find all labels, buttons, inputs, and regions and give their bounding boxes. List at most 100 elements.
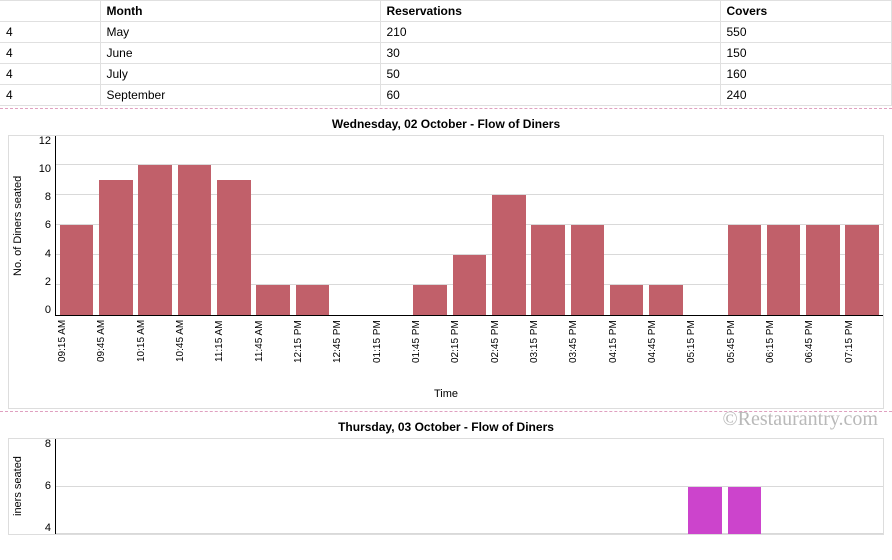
cell-covers: 160 [720, 64, 892, 85]
bar-slot [844, 225, 881, 315]
y-tick: 4 [45, 249, 51, 260]
y-tick: 6 [45, 220, 51, 231]
table-row: 4June30150 [0, 43, 892, 64]
bar-slot [254, 285, 291, 315]
x-tick: 09:45 AM [96, 320, 133, 382]
x-tick: 02:15 PM [450, 320, 487, 382]
x-tick: 03:15 PM [529, 320, 566, 382]
cell-month: July [100, 64, 380, 85]
x-tick: 12:15 PM [293, 320, 330, 382]
bar [728, 225, 762, 315]
x-axis-label: Time [9, 382, 883, 408]
bar [256, 285, 290, 315]
bar [453, 255, 487, 315]
bar-slot [726, 487, 763, 535]
bar [492, 195, 526, 315]
x-tick: 04:15 PM [608, 320, 645, 382]
x-axis-ticks: 09:15 AM09:45 AM10:15 AM10:45 AM11:15 AM… [55, 316, 883, 382]
table-stub-header [0, 1, 100, 22]
col-header-covers: Covers [720, 1, 892, 22]
y-tick: 0 [45, 305, 51, 316]
cell-covers: 240 [720, 85, 892, 106]
bar [728, 487, 762, 535]
x-tick: 10:45 AM [175, 320, 212, 382]
bar [178, 165, 212, 315]
cell-month: September [100, 85, 380, 106]
y-tick: 12 [39, 136, 51, 147]
bar-slot [765, 225, 802, 315]
y-axis-ticks: 12 10 8 6 4 2 0 [27, 136, 55, 316]
bar [531, 225, 565, 315]
row-stub: 4 [0, 64, 100, 85]
y-tick: 2 [45, 277, 51, 288]
bar [845, 225, 879, 315]
bar-slot [176, 165, 213, 315]
x-tick: 11:15 AM [214, 320, 251, 382]
bar-slot [58, 225, 95, 315]
plot-area [55, 439, 883, 534]
col-header-month: Month [100, 1, 380, 22]
bar-slot [137, 165, 174, 315]
bar [138, 165, 172, 315]
bar-slot [529, 225, 566, 315]
cell-covers: 150 [720, 43, 892, 64]
bar [99, 180, 133, 315]
bar-slot [412, 285, 449, 315]
y-tick: 8 [45, 439, 51, 450]
table-row: 4July50160 [0, 64, 892, 85]
bar [806, 225, 840, 315]
bar-slot [804, 225, 841, 315]
bar-slot [451, 255, 488, 315]
col-header-reservations: Reservations [380, 1, 720, 22]
bar-slot [490, 195, 527, 315]
cell-covers: 550 [720, 22, 892, 43]
x-tick: 06:15 PM [765, 320, 802, 382]
bar [296, 285, 330, 315]
bar-slot [215, 180, 252, 315]
x-tick: 12:45 PM [332, 320, 369, 382]
bar-slot [687, 487, 724, 535]
x-tick: 11:45 AM [254, 320, 291, 382]
x-tick: 03:45 PM [568, 320, 605, 382]
cell-reservations: 30 [380, 43, 720, 64]
y-tick: 10 [39, 164, 51, 175]
x-tick: 10:15 AM [136, 320, 173, 382]
plot-area [55, 136, 883, 316]
bar [688, 487, 722, 535]
bar [60, 225, 94, 315]
table-row: 4May210550 [0, 22, 892, 43]
y-axis-ticks: 8 6 4 [27, 439, 55, 534]
bar-slot [569, 225, 606, 315]
bar [571, 225, 605, 315]
divider [0, 108, 892, 109]
y-axis-label: iners seated [9, 439, 27, 534]
bar [767, 225, 801, 315]
y-tick: 6 [45, 481, 51, 492]
bar-slot [97, 180, 134, 315]
cell-reservations: 210 [380, 22, 720, 43]
row-stub: 4 [0, 22, 100, 43]
chart-title: Thursday, 03 October - Flow of Diners [0, 414, 892, 438]
table-row: 4September60240 [0, 85, 892, 106]
row-stub: 4 [0, 85, 100, 106]
bar-slot [294, 285, 331, 315]
x-tick: 05:15 PM [686, 320, 723, 382]
x-tick: 05:45 PM [726, 320, 763, 382]
bar-slot [726, 225, 763, 315]
x-tick: 04:45 PM [647, 320, 684, 382]
x-tick: 07:15 PM [844, 320, 881, 382]
row-stub: 4 [0, 43, 100, 64]
bar [217, 180, 251, 315]
bar-slot [647, 285, 684, 315]
y-tick: 8 [45, 192, 51, 203]
bar [649, 285, 683, 315]
cell-month: June [100, 43, 380, 64]
cell-reservations: 60 [380, 85, 720, 106]
summary-table: Month Reservations Covers 4May2105504Jun… [0, 0, 892, 106]
y-tick: 4 [45, 523, 51, 534]
x-tick: 06:45 PM [804, 320, 841, 382]
x-tick: 09:15 AM [57, 320, 94, 382]
x-tick: 01:45 PM [411, 320, 448, 382]
bar [610, 285, 644, 315]
cell-month: May [100, 22, 380, 43]
